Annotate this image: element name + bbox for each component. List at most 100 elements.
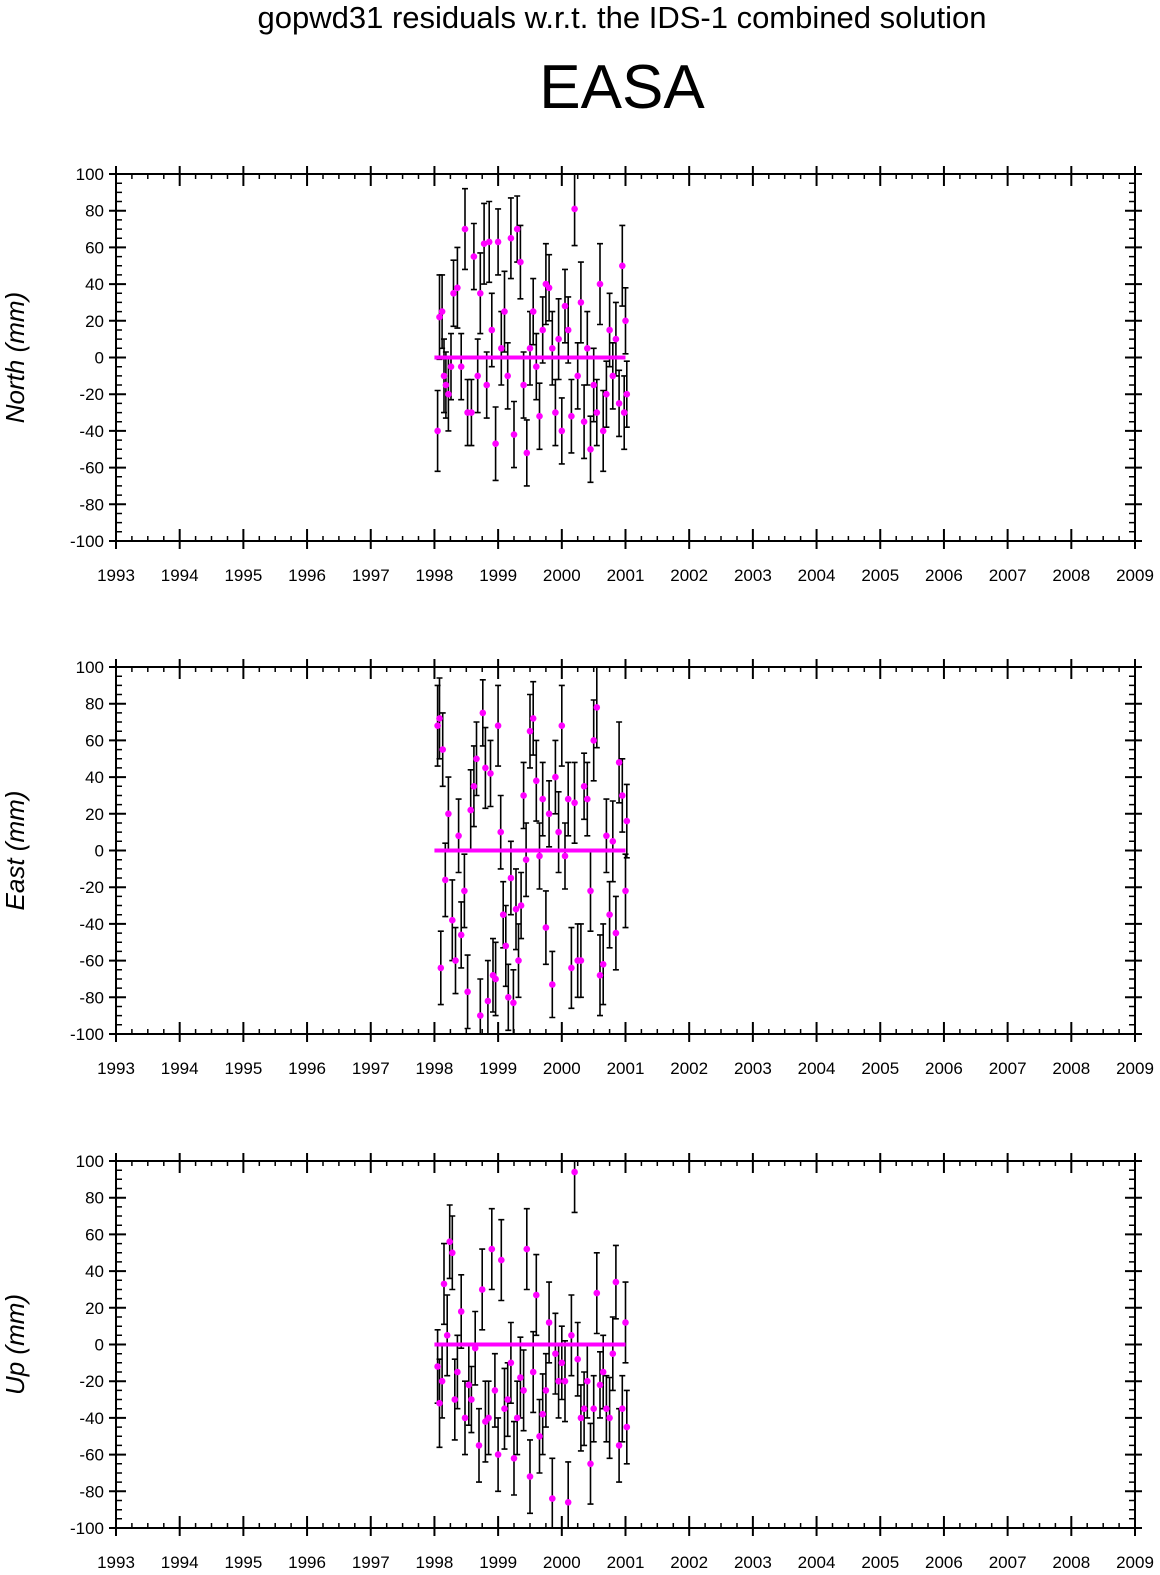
east-data-point (464, 988, 471, 996)
north-xtick-label: 1999 (479, 566, 517, 585)
up-xtick-label: 2006 (925, 1553, 963, 1572)
east-ytick-label: 40 (85, 768, 104, 787)
east-data-point (445, 810, 452, 818)
up-data-point (513, 1414, 521, 1422)
north-xtick-label: 2007 (989, 566, 1027, 585)
up-data-point (451, 1396, 459, 1403)
up-ytick-label: 20 (85, 1299, 104, 1318)
up-xtick-label: 2008 (1052, 1553, 1090, 1572)
north-xtick-label: 2000 (543, 566, 581, 585)
east-data-point (603, 832, 610, 840)
east-data-point (457, 931, 465, 939)
east-data-point (482, 764, 489, 772)
north-data-point (620, 409, 628, 416)
north-xtick-label: 1995 (224, 566, 262, 585)
east-data-point (552, 773, 559, 781)
up-ytick-label: 0 (95, 1336, 104, 1355)
north-ytick-label: -80 (79, 495, 104, 514)
up-xtick-label: 1995 (224, 1553, 262, 1572)
east-ytick-label: -60 (79, 952, 104, 971)
north-data-point (568, 412, 575, 420)
north-data-point (593, 409, 601, 416)
up-ytick-label: -20 (79, 1372, 104, 1391)
up-xtick-label: 1999 (479, 1553, 517, 1572)
east-ytick-label: 80 (85, 695, 104, 714)
up-data-point (529, 1368, 537, 1376)
north-xtick-label: 2006 (925, 566, 963, 585)
east-data-point (622, 887, 629, 895)
north-data-point (457, 363, 465, 371)
north-data-point (555, 335, 562, 343)
north-data-point (485, 238, 493, 246)
up-data-point (615, 1442, 623, 1449)
up-data-point (471, 1344, 479, 1352)
east-data-point (558, 722, 566, 729)
up-data-point (510, 1455, 518, 1462)
east-data-point (505, 994, 512, 1001)
up-data-point (552, 1350, 559, 1357)
up-data-point (507, 1359, 515, 1367)
north-ytick-label: 40 (85, 275, 104, 294)
east-data-point (467, 806, 475, 814)
up-data-point (603, 1405, 610, 1412)
north-xtick-label: 2009 (1116, 566, 1154, 585)
up-data-point (564, 1499, 572, 1506)
east-data-point (497, 828, 505, 836)
east-xtick-label: 1996 (288, 1059, 326, 1078)
east-xtick-label: 1994 (161, 1059, 199, 1078)
up-data-point (580, 1405, 588, 1412)
north-data-point (619, 262, 626, 270)
up-data-point (494, 1451, 502, 1458)
east-xtick-label: 2004 (798, 1059, 836, 1078)
north-data-point (468, 409, 475, 416)
up-ytick-label: 40 (85, 1262, 104, 1281)
east-xtick-label: 2000 (543, 1059, 581, 1078)
east-xtick-label: 2005 (861, 1059, 899, 1078)
up-data-point (619, 1405, 626, 1412)
north-data-point (504, 372, 512, 380)
up-data-point (542, 1387, 550, 1394)
north-data-point (445, 390, 452, 398)
north-data-point (488, 326, 496, 334)
north-data-point (561, 302, 569, 310)
up-xtick-label: 2004 (798, 1553, 836, 1572)
east-ytick-label: 20 (85, 805, 104, 824)
east-data-point (590, 737, 597, 744)
east-data-point (571, 799, 578, 807)
up-data-point (584, 1377, 591, 1385)
figure-title: gopwd31 residuals w.r.t. the IDS-1 combi… (258, 0, 987, 35)
east-data-point (561, 852, 569, 860)
north-y-axis-label: North (mm) (0, 292, 30, 423)
east-data-point (564, 795, 572, 803)
north-data-point (477, 290, 484, 297)
north-ytick-label: 60 (85, 238, 104, 257)
north-data-point (501, 308, 508, 315)
up-ytick-label: 100 (76, 1152, 104, 1171)
up-data-point (457, 1308, 465, 1315)
east-data-point (526, 727, 534, 735)
up-data-point (593, 1289, 601, 1297)
east-data-point (609, 838, 617, 845)
up-data-point (568, 1332, 575, 1339)
north-data-point (603, 390, 610, 398)
up-xtick-label: 1996 (288, 1553, 326, 1572)
up-xtick-label: 2002 (670, 1553, 708, 1572)
up-xtick-label: 1997 (352, 1553, 390, 1572)
east-y-axis-label: East (mm) (0, 791, 30, 911)
north-data-point (440, 372, 448, 380)
east-data-point (615, 759, 623, 766)
north-ytick-label: 0 (95, 349, 104, 368)
north-data-point (623, 390, 631, 398)
east-minor-ticks (116, 667, 1135, 1034)
north-data-point (558, 427, 566, 435)
east-data-point (580, 783, 588, 790)
up-xtick-label: 2007 (989, 1553, 1027, 1572)
up-data-point (446, 1238, 454, 1245)
east-data-point (437, 964, 445, 972)
north-data-point (470, 253, 478, 260)
up-xtick-label: 1998 (416, 1553, 454, 1572)
up-data-point (461, 1414, 469, 1422)
up-data-point (596, 1381, 604, 1389)
east-xtick-label: 1993 (97, 1059, 135, 1078)
north-ytick-label: -100 (70, 532, 104, 551)
